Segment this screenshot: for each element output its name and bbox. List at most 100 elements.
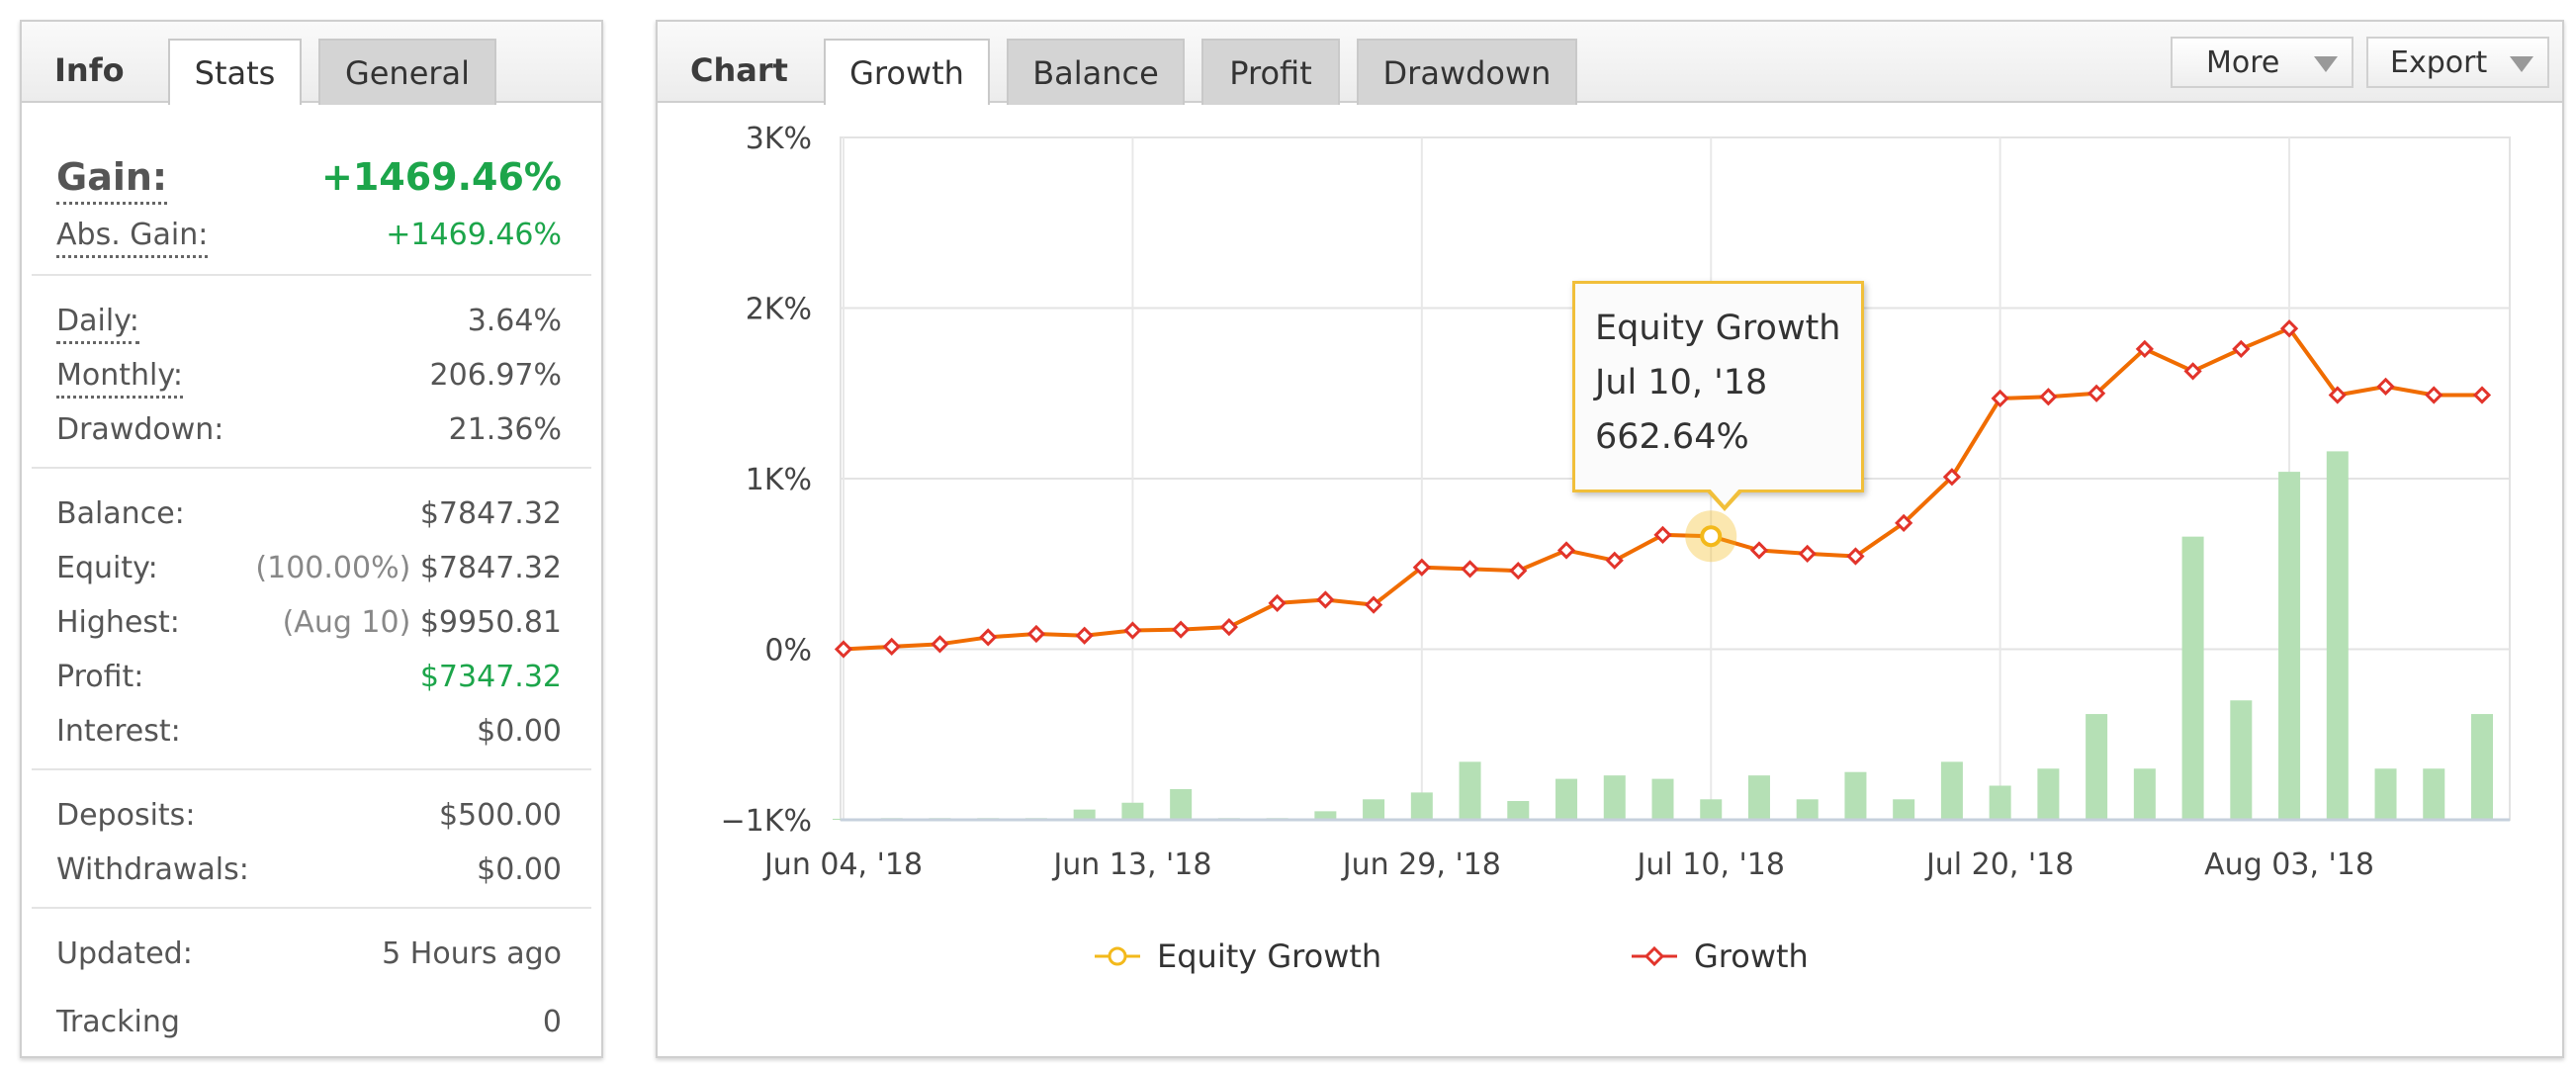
gain-label[interactable]: Gain: xyxy=(56,155,168,205)
growth-point xyxy=(2279,319,2299,338)
tab-drawdown[interactable]: Drawdown xyxy=(1357,39,1577,105)
x-tick-label: Aug 03, '18 xyxy=(2204,847,2374,882)
divider xyxy=(32,467,591,469)
growth-point xyxy=(1556,541,1576,560)
growth-point xyxy=(979,628,998,647)
chart-tooltip: Equity Growth Jul 10, '18 662.64% xyxy=(1572,281,1864,511)
y-tick-label: 0% xyxy=(764,634,812,668)
volume-bar xyxy=(1747,775,1770,820)
growth-point xyxy=(2183,362,2202,381)
growth-point xyxy=(1172,620,1191,639)
more-button[interactable]: More xyxy=(2171,37,2354,88)
export-button[interactable]: Export xyxy=(2366,37,2549,88)
export-label: Export xyxy=(2390,45,2488,80)
profit-value: $7347.32 xyxy=(419,660,562,694)
tracking-value: 0 xyxy=(542,1005,562,1039)
interest-label: Interest: xyxy=(56,714,181,749)
info-title: Info xyxy=(54,51,125,89)
legend-equity-label: Equity Growth xyxy=(1157,937,1381,975)
growth-point xyxy=(1461,560,1479,579)
volume-bar xyxy=(1507,801,1530,820)
tab-growth[interactable]: Growth xyxy=(824,39,990,105)
stat-highest: Highest: (Aug 10) $9950.81 xyxy=(56,605,562,653)
deposits-value: $500.00 xyxy=(438,798,562,833)
profit-label: Profit: xyxy=(56,660,144,694)
stat-balance: Balance: $7847.32 xyxy=(56,496,562,544)
y-tick-label: 2K% xyxy=(746,293,812,327)
line-series xyxy=(834,319,2492,659)
abs-gain-label[interactable]: Abs. Gain: xyxy=(56,218,209,258)
volume-bar xyxy=(1603,775,1626,820)
updated-value: 5 Hours ago xyxy=(382,936,562,971)
divider xyxy=(32,274,591,276)
highest-value-group: (Aug 10) $9950.81 xyxy=(283,605,562,640)
volume-bar xyxy=(1893,799,1915,820)
chart-tabbar: Chart Growth Balance Profit Drawdown Mor… xyxy=(658,22,2562,105)
tooltip-pointer-fill xyxy=(1709,488,1740,505)
volume-bar xyxy=(1410,792,1433,820)
dropdown-arrow-icon xyxy=(2510,56,2533,72)
stat-profit: Profit: $7347.32 xyxy=(56,660,562,707)
growth-point xyxy=(1219,617,1239,637)
tab-general[interactable]: General xyxy=(318,39,496,105)
volume-bar xyxy=(1651,778,1674,820)
growth-point xyxy=(882,637,901,657)
gain-value: +1469.46% xyxy=(321,155,562,199)
x-tick-label: Jul 10, '18 xyxy=(1636,847,1785,882)
growth-point xyxy=(1412,558,1431,577)
growth-point xyxy=(1798,544,1817,564)
highest-date: (Aug 10) xyxy=(282,605,411,640)
tooltip-value: 662.64% xyxy=(1595,417,1749,457)
updated-label: Updated: xyxy=(56,936,193,971)
stat-drawdown: Drawdown: 21.36% xyxy=(56,412,562,460)
daily-label[interactable]: Daily: xyxy=(56,304,139,344)
legend-growth-label: Growth xyxy=(1694,937,1809,975)
bar-series xyxy=(833,451,2493,820)
equity-label: Equity: xyxy=(56,551,158,585)
withdrawals-label: Withdrawals: xyxy=(56,852,249,887)
chart-panel: Chart Growth Balance Profit Drawdown Mor… xyxy=(656,20,2564,1058)
stat-monthly: Monthly: 206.97% xyxy=(56,358,562,405)
x-axis: Jun 04, '18 Jun 13, '18 Jun 29, '18 Jul 10,… xyxy=(762,818,2510,882)
tooltip-title: Equity Growth xyxy=(1595,309,1841,348)
volume-bar xyxy=(2181,536,2204,820)
volume-bar xyxy=(1363,799,1385,820)
volume-bar xyxy=(2423,768,2445,820)
growth-point xyxy=(834,640,853,659)
x-tick-label: Jul 20, '18 xyxy=(1924,847,2074,882)
tab-balance[interactable]: Balance xyxy=(1007,39,1185,105)
highest-value: $9950.81 xyxy=(419,605,562,640)
volume-bar xyxy=(1989,785,2011,820)
growth-point xyxy=(1942,468,1962,487)
stat-abs-gain: Abs. Gain: +1469.46% xyxy=(56,218,562,265)
drawdown-label: Drawdown: xyxy=(56,412,224,447)
dropdown-arrow-icon xyxy=(2314,56,2338,72)
growth-point xyxy=(1605,551,1624,570)
info-panel: Info Stats General Gain: +1469.46% Abs. … xyxy=(20,20,603,1058)
growth-point xyxy=(1026,624,1046,644)
growth-point xyxy=(2328,386,2347,404)
growth-point xyxy=(1364,595,1383,614)
volume-bar xyxy=(1121,802,1144,820)
monthly-label[interactable]: Monthly: xyxy=(56,358,184,399)
growth-point xyxy=(931,635,949,654)
growth-point xyxy=(1991,389,2009,408)
chart-legend: Equity Growth Growth xyxy=(1095,937,1809,975)
growth-point xyxy=(2425,386,2443,404)
volume-bar xyxy=(1844,771,1867,820)
volume-bar xyxy=(1796,799,1819,820)
tab-stats[interactable]: Stats xyxy=(168,39,302,105)
stat-gain: Gain: +1469.46% xyxy=(56,155,562,215)
tab-profit[interactable]: Profit xyxy=(1201,39,1340,105)
equity-point xyxy=(1700,525,1723,548)
volume-bar xyxy=(2471,714,2493,820)
divider xyxy=(32,768,591,770)
legend-equity-marker xyxy=(1108,946,1127,966)
interest-value: $0.00 xyxy=(477,714,562,749)
tooltip-date: Jul 10, '18 xyxy=(1595,363,1768,402)
x-tick-label: Jun 13, '18 xyxy=(1051,847,1211,882)
daily-value: 3.64% xyxy=(467,304,562,338)
growth-point xyxy=(2087,384,2106,402)
volume-bar xyxy=(1700,799,1723,820)
y-axis: 3K% 2K% 1K% 0% −1K% xyxy=(721,122,812,839)
